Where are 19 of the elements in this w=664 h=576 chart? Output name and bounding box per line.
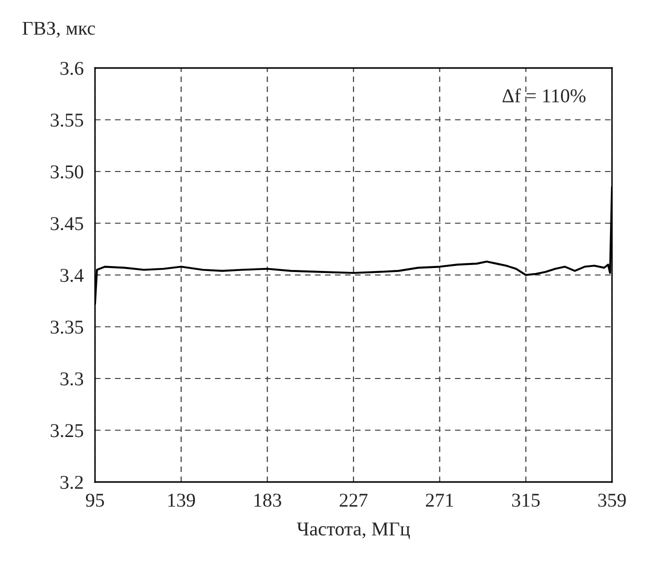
y-tick-label: 3.3 xyxy=(60,372,84,386)
x-tick-label: 271 xyxy=(426,494,454,507)
y-axis-title: ГВЗ, мкс xyxy=(22,22,95,38)
y-tick-label: 3.50 xyxy=(50,165,84,179)
y-tick-label: 3.6 xyxy=(60,62,84,76)
y-tick-label: 3.55 xyxy=(50,114,84,127)
x-tick-label: 139 xyxy=(168,494,195,507)
x-tick-label: 227 xyxy=(340,494,368,507)
x-tick-label: 95 xyxy=(86,494,104,507)
x-axis-title: Частота, МГц xyxy=(296,522,410,540)
x-tick-label: 359 xyxy=(598,494,626,507)
y-tick-label: 3.45 xyxy=(50,217,84,230)
y-tick-label: 3.2 xyxy=(60,476,83,490)
y-tick-label: 3.35 xyxy=(50,320,84,334)
x-tick-label: 315 xyxy=(512,494,540,507)
x-tick-label: 183 xyxy=(254,494,282,507)
annotation: Δf = 110% xyxy=(502,88,586,102)
y-tick-label: 3.4 xyxy=(60,268,84,282)
y-tick-label: 3.25 xyxy=(50,424,84,438)
